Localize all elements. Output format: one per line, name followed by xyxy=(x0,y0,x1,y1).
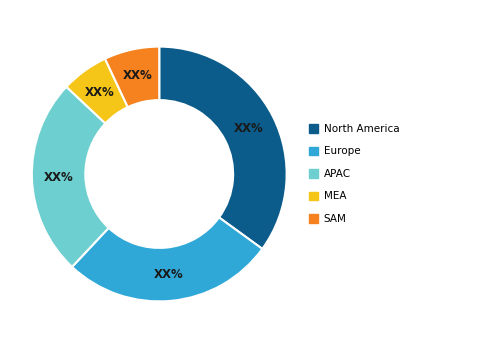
Text: XX%: XX% xyxy=(122,69,152,82)
Wedge shape xyxy=(72,218,262,301)
Text: XX%: XX% xyxy=(234,122,264,135)
Wedge shape xyxy=(32,87,109,267)
Text: XX%: XX% xyxy=(44,171,74,184)
Legend: North America, Europe, APAC, MEA, SAM: North America, Europe, APAC, MEA, SAM xyxy=(309,124,399,224)
Text: XX%: XX% xyxy=(85,86,115,99)
Text: XX%: XX% xyxy=(154,268,184,281)
Wedge shape xyxy=(105,47,159,107)
Wedge shape xyxy=(159,47,287,249)
Wedge shape xyxy=(66,59,128,124)
